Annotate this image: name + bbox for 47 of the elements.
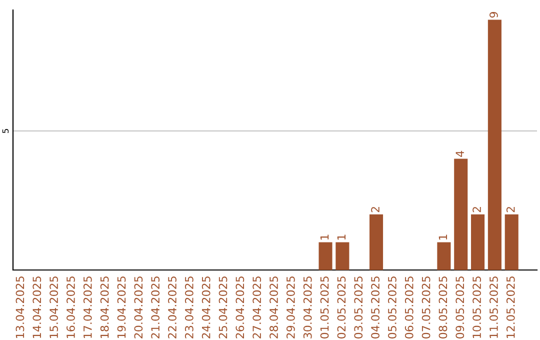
bar bbox=[437, 242, 451, 270]
x-tick-label: 01.05.2025 bbox=[320, 276, 329, 338]
x-tick-label: 28.04.2025 bbox=[270, 276, 278, 338]
x-tick-label: 21.04.2025 bbox=[151, 276, 160, 338]
data-label: 2 bbox=[472, 207, 481, 212]
x-tick-label: 30.04.2025 bbox=[303, 276, 312, 338]
x-tick-label: 05.05.2025 bbox=[388, 276, 396, 338]
data-label: 1 bbox=[320, 234, 329, 240]
x-tick-label: 27.04.2025 bbox=[252, 276, 262, 338]
x-tick-label: 17.04.2025 bbox=[83, 276, 92, 338]
data-label: 1 bbox=[337, 234, 346, 240]
x-tick-label: 20.04.2025 bbox=[134, 276, 143, 338]
x-tick-label: 29.04.2025 bbox=[286, 276, 295, 338]
x-tick-label: 11.05.2025 bbox=[490, 276, 498, 338]
x-tick-label: 25.04.2025 bbox=[218, 276, 228, 338]
x-tick-label: 26.04.2025 bbox=[236, 276, 244, 338]
x-tick-label: 19.04.2025 bbox=[117, 276, 126, 338]
x-tick-label: 22.04.2025 bbox=[168, 276, 176, 338]
bar bbox=[318, 242, 332, 270]
x-tick-label: 24.04.2025 bbox=[202, 276, 210, 338]
bar bbox=[369, 214, 384, 270]
data-label: 4 bbox=[456, 150, 464, 157]
data-label: 1 bbox=[438, 234, 448, 240]
bar bbox=[488, 20, 502, 270]
x-tick-label: 07.05.2025 bbox=[422, 276, 430, 338]
bar bbox=[504, 214, 518, 270]
x-tick-label: 04.05.2025 bbox=[371, 276, 380, 338]
x-tick-label: 18.04.2025 bbox=[100, 276, 109, 338]
x-tick-label: 13.04.2025 bbox=[16, 276, 24, 338]
x-tick-label: 15.04.2025 bbox=[50, 276, 58, 338]
bar bbox=[454, 158, 468, 270]
data-label: 9 bbox=[490, 12, 498, 18]
x-tick-label: 12.05.2025 bbox=[506, 276, 515, 338]
x-tick-label: 10.05.2025 bbox=[472, 276, 482, 338]
data-label: 2 bbox=[371, 207, 380, 212]
x-tick-label: 16.04.2025 bbox=[66, 276, 75, 338]
x-tick-label: 09.05.2025 bbox=[456, 276, 464, 338]
ref-line-label: 5 bbox=[2, 129, 9, 133]
x-tick-label: 14.04.2025 bbox=[32, 276, 42, 338]
bar bbox=[336, 242, 350, 270]
x-tick-label: 02.05.2025 bbox=[337, 276, 346, 338]
x-tick-label: 06.05.2025 bbox=[404, 276, 414, 338]
x-tick-label: 08.05.2025 bbox=[438, 276, 448, 338]
bar bbox=[471, 214, 485, 270]
x-tick-label: 03.05.2025 bbox=[354, 276, 363, 338]
data-label: 2 bbox=[506, 207, 515, 212]
x-tick-label: 23.04.2025 bbox=[184, 276, 194, 338]
